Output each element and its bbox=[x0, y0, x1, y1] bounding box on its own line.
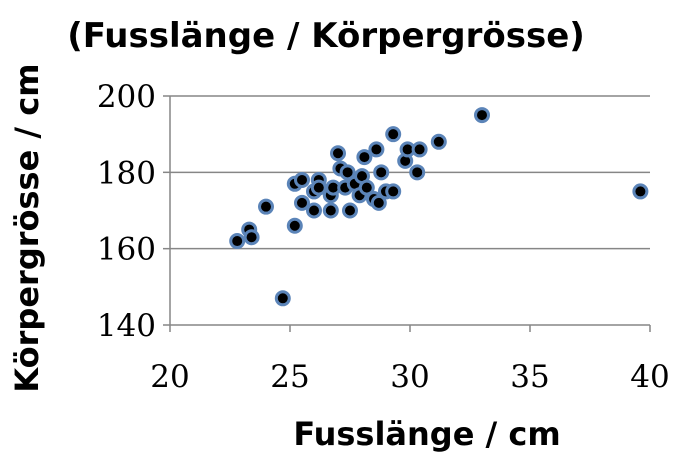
data-point bbox=[258, 198, 274, 215]
data-point bbox=[294, 194, 310, 211]
data-point bbox=[385, 183, 402, 200]
chart-title: (Fusslänge / Körpergrösse) bbox=[67, 16, 585, 56]
data-point bbox=[229, 233, 246, 250]
y-axis-label: Körpergrösse / cm bbox=[8, 63, 46, 392]
x-tick-label-40: 40 bbox=[630, 359, 669, 395]
x-axis-label: Fusslänge / cm bbox=[293, 415, 560, 453]
data-point bbox=[430, 133, 447, 150]
x-tick-label-25: 25 bbox=[270, 359, 309, 395]
data-point bbox=[632, 183, 649, 200]
x-tick-label-35: 35 bbox=[510, 359, 549, 395]
y-tick-label-140: 140 bbox=[97, 308, 156, 344]
data-point bbox=[474, 107, 490, 124]
x-tick-label-20: 20 bbox=[150, 359, 189, 395]
data-point bbox=[294, 171, 310, 188]
data-point bbox=[322, 202, 339, 219]
y-tick-label-160: 160 bbox=[97, 232, 156, 268]
data-points bbox=[229, 107, 649, 307]
data-point bbox=[306, 202, 322, 219]
data-point bbox=[356, 149, 373, 166]
data-point bbox=[368, 141, 385, 158]
data-point bbox=[358, 179, 375, 196]
x-tick-label-30: 30 bbox=[390, 359, 429, 395]
data-point bbox=[342, 202, 358, 219]
data-point bbox=[330, 145, 346, 162]
data-point bbox=[411, 141, 428, 158]
tick-labels: 140 160 180 200 20 25 30 35 40 bbox=[97, 79, 670, 395]
y-tick-label-180: 180 bbox=[97, 155, 156, 191]
data-point bbox=[409, 164, 426, 181]
data-point bbox=[310, 179, 327, 196]
data-point bbox=[339, 164, 356, 181]
data-point bbox=[370, 194, 387, 211]
data-point bbox=[385, 126, 402, 143]
data-point bbox=[373, 164, 390, 181]
data-point bbox=[286, 217, 303, 234]
y-tick-label-200: 200 bbox=[97, 79, 156, 115]
data-point bbox=[243, 229, 260, 246]
axes bbox=[163, 95, 651, 332]
data-point bbox=[274, 290, 291, 307]
